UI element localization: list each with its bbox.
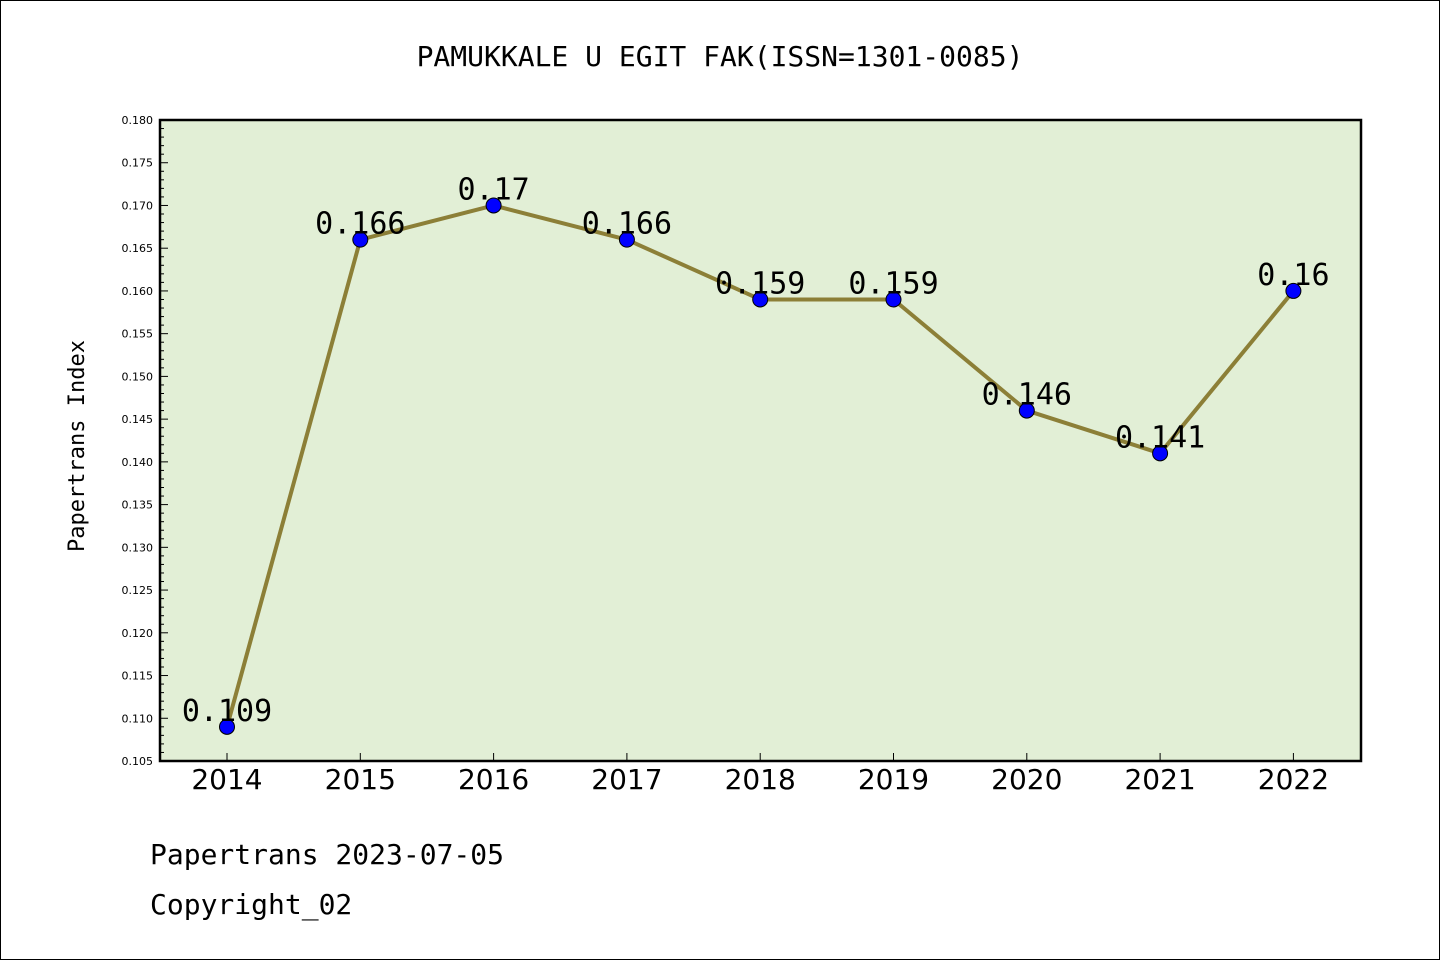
data-label: 0.17: [457, 172, 529, 207]
y-tick-label: 0.115: [122, 670, 154, 683]
y-tick-label: 0.145: [122, 413, 154, 426]
data-point: [752, 291, 769, 308]
data-point: [885, 291, 902, 308]
x-tick-label: 2022: [1258, 763, 1329, 796]
data-label: 0.159: [848, 266, 938, 301]
x-tick-label: 2020: [991, 763, 1062, 796]
data-point: [618, 231, 635, 248]
chart-title: PAMUKKALE U EGIT FAK(ISSN=1301-0085): [417, 40, 1024, 73]
y-tick-label: 0.105: [122, 755, 154, 768]
data-label: 0.141: [1115, 420, 1205, 455]
data-point: [485, 197, 502, 214]
y-tick-label: 0.170: [122, 199, 154, 212]
y-tick-label: 0.165: [122, 242, 154, 255]
x-axis: 2014 2015 2016 2017 2018 2019 2020 2021 2022: [191, 753, 1329, 796]
data-labels-group: 0.109 0.166 0.17 0.166 0.159 0.159 0.146 0.141 0…: [182, 172, 1330, 728]
data-label: 0.166: [315, 207, 405, 242]
y-tick-label: 0.175: [122, 157, 154, 170]
data-point: [1018, 402, 1035, 419]
y-tick-label: 0.180: [122, 114, 154, 127]
x-tick-label: 2015: [325, 763, 396, 796]
y-tick-label: 0.125: [122, 584, 154, 597]
data-label: 0.16: [1257, 258, 1329, 293]
data-label: 0.166: [582, 207, 672, 242]
footer-date: Papertrans 2023-07-05: [150, 838, 504, 871]
y-axis-label: Papertrans Index: [65, 340, 90, 552]
series-line-group: [219, 197, 1302, 735]
x-tick-label: 2018: [725, 763, 796, 796]
x-tick-label: 2014: [191, 763, 262, 796]
y-tick-label: 0.160: [122, 285, 154, 298]
y-tick-label: 0.155: [122, 328, 154, 341]
data-point: [352, 231, 369, 248]
data-label: 0.146: [982, 378, 1072, 413]
footer-copyright: Copyright_02: [150, 888, 352, 922]
y-tick-label: 0.130: [122, 541, 154, 554]
y-tick-label: 0.140: [122, 456, 154, 469]
data-label: 0.109: [182, 694, 272, 729]
x-tick-label: 2016: [458, 763, 529, 796]
y-tick-label: 0.150: [122, 370, 154, 383]
x-tick-label: 2021: [1124, 763, 1195, 796]
plot-area: [158, 118, 1363, 763]
y-axis: 0.105 0.110 0.115 0.120 0.125 0.130 0.135 0.140…: [122, 114, 168, 768]
y-tick-label: 0.110: [122, 712, 154, 725]
y-tick-label: 0.120: [122, 627, 154, 640]
x-tick-label: 2017: [591, 763, 662, 796]
data-point: [1152, 445, 1169, 462]
data-point: [1285, 282, 1302, 299]
data-label: 0.159: [715, 266, 805, 301]
data-point: [219, 718, 235, 735]
x-tick-label: 2019: [858, 763, 929, 796]
y-tick-label: 0.135: [122, 499, 154, 512]
